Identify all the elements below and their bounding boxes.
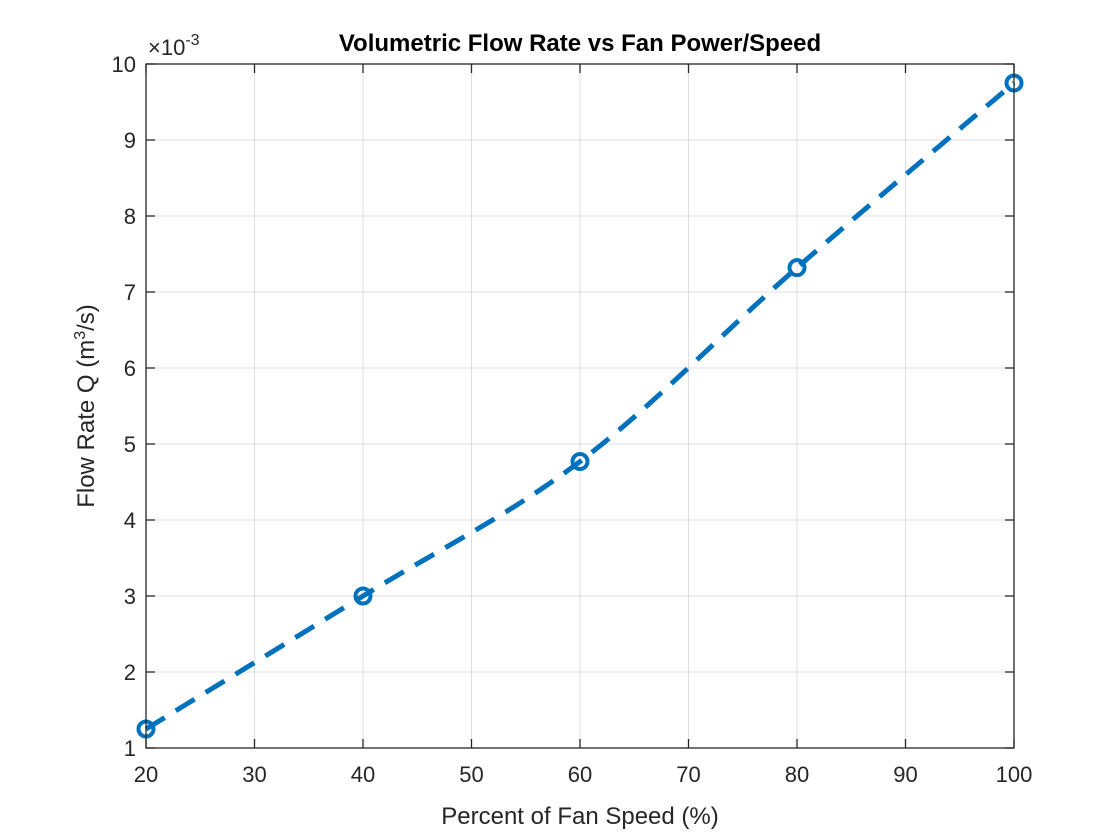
y-tick-label: 2: [124, 660, 136, 685]
y-axis-label-prefix: Flow Rate Q (m: [73, 340, 100, 508]
y-axis-exponent-base: ×10: [148, 35, 185, 60]
y-tick-label: 4: [124, 508, 136, 533]
ticks-layer: 20 30 40 50 60 70 80 90 100 1 2 3 4 5 6 7 8 9 10: [112, 52, 1033, 787]
x-tick-label: 50: [459, 762, 483, 787]
y-tick-label: 1: [124, 736, 136, 761]
x-tick-label: 80: [785, 762, 809, 787]
x-tick-label: 90: [893, 762, 917, 787]
y-tick-label: 9: [124, 128, 136, 153]
x-axis-label: Percent of Fan Speed (%): [441, 803, 718, 830]
plot-area: [146, 64, 1014, 748]
data-point-marker: [353, 586, 373, 606]
y-axis-label-superscript: 3: [72, 331, 89, 340]
data-point-marker: [570, 451, 590, 471]
y-tick-label: 6: [124, 356, 136, 381]
x-tick-label: 30: [242, 762, 266, 787]
y-tick-label: 10: [112, 52, 136, 77]
series-line: [144, 81, 1016, 732]
x-tick-label: 60: [568, 762, 592, 787]
x-tick-label: 100: [996, 762, 1033, 787]
y-axis-exponent: ×10-3: [148, 32, 200, 60]
y-tick-label: 7: [124, 280, 136, 305]
y-axis-exponent-power: -3: [185, 32, 199, 49]
x-tick-label: 70: [676, 762, 700, 787]
chart-title: Volumetric Flow Rate vs Fan Power/Speed: [339, 30, 821, 57]
y-tick-label: 3: [124, 584, 136, 609]
y-tick-label: 8: [124, 204, 136, 229]
y-tick-label: 5: [124, 432, 136, 457]
y-axis-label: Flow Rate Q (m3/s): [72, 304, 100, 508]
data-point-marker: [787, 258, 807, 278]
x-tick-label: 20: [134, 762, 158, 787]
y-axis-label-suffix: /s): [73, 304, 100, 331]
x-tick-label: 40: [351, 762, 375, 787]
